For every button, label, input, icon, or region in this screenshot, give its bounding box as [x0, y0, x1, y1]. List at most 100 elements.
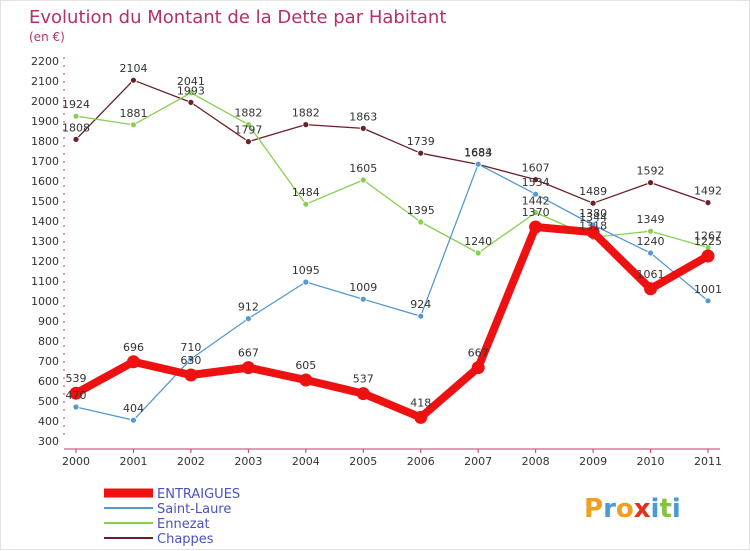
data-point: [187, 99, 195, 106]
data-labels: 1808 2104 1993 1797 1882 1863 1739 1683 1607 1489…: [62, 62, 722, 415]
data-label: 1592: [637, 165, 665, 178]
y-tick-label: 900: [38, 315, 59, 328]
data-point: [471, 361, 485, 375]
legend-label: Ennezat: [157, 517, 210, 532]
data-label: 1607: [522, 162, 550, 175]
y-tick-label: 1100: [31, 275, 59, 288]
y-tick-label: 500: [38, 395, 59, 408]
data-label: 1240: [637, 235, 665, 248]
data-point: [130, 416, 137, 424]
data-label: 1882: [234, 107, 262, 120]
data-point: [647, 249, 654, 257]
y-tick-label: 1600: [31, 175, 59, 188]
data-point: [72, 112, 80, 120]
legend-label: Saint-Laure: [157, 502, 231, 517]
x-tick-label: 2002: [177, 455, 205, 468]
data-label: 1380: [579, 207, 607, 220]
data-point: [417, 218, 425, 226]
data-label: 1318: [579, 219, 607, 232]
data-point: [187, 355, 195, 363]
x-tick-label: 2001: [119, 455, 147, 468]
data-label: 537: [353, 373, 374, 386]
data-label: 924: [410, 298, 431, 311]
data-label: 630: [180, 354, 201, 367]
data-label: 1095: [292, 264, 320, 277]
data-label: 1240: [464, 235, 492, 248]
data-label: 2041: [177, 75, 205, 88]
y-tick-label: 1400: [31, 215, 59, 228]
data-label: 667: [468, 347, 489, 360]
y-tick-label: 1800: [31, 135, 59, 148]
data-point: [474, 249, 482, 257]
x-tick-label: 2003: [234, 455, 262, 468]
data-label: 1684: [464, 146, 492, 159]
data-label: 912: [238, 301, 259, 314]
y-tick-label: 1700: [31, 155, 59, 168]
data-label: 1484: [292, 186, 320, 199]
data-label: 1489: [579, 185, 607, 198]
y-tick-label: 400: [38, 415, 59, 428]
data-label: 605: [295, 359, 316, 372]
data-point: [414, 410, 428, 424]
data-point: [302, 200, 310, 208]
data-label: 1267: [694, 230, 722, 243]
data-point: [704, 199, 712, 207]
data-label: 696: [123, 341, 144, 354]
data-point: [187, 89, 195, 97]
data-point: [359, 125, 367, 132]
y-tick-label: 700: [38, 355, 59, 368]
data-label: 1225: [694, 235, 722, 248]
data-point: [244, 121, 252, 128]
data-label: 1492: [694, 185, 722, 198]
data-point: [417, 312, 425, 320]
data-point: [532, 176, 540, 184]
x-tick-label: 2008: [522, 455, 550, 468]
chart-unit: (en €): [29, 30, 65, 44]
data-label: 1442: [522, 195, 550, 208]
series-line-entraigues: [74, 223, 710, 422]
data-point: [359, 176, 367, 184]
data-point: [130, 76, 137, 84]
data-label: 667: [238, 347, 259, 360]
data-point: [244, 315, 252, 323]
data-label: 418: [410, 396, 431, 409]
data-point: [356, 387, 370, 401]
legend-label: ENTRAIGUES: [157, 487, 240, 502]
data-point: [701, 249, 715, 263]
data-point: [244, 138, 252, 146]
x-tick-label: 2011: [694, 455, 722, 468]
data-label: 2104: [119, 62, 147, 75]
data-point: [704, 297, 712, 305]
data-point: [417, 149, 425, 157]
data-point: [647, 227, 654, 235]
data-label: 1808: [62, 121, 90, 134]
data-point: [529, 220, 543, 234]
data-label: 1605: [349, 162, 377, 175]
y-tick-label: 800: [38, 335, 59, 348]
data-label: 539: [66, 372, 87, 385]
x-tick-label: 2006: [407, 455, 435, 468]
data-point: [130, 121, 137, 129]
data-label: 710: [180, 341, 201, 354]
y-tick-label: 1200: [31, 255, 59, 268]
data-point: [184, 368, 198, 382]
data-point: [589, 199, 597, 207]
data-point: [586, 225, 600, 239]
y-tick-label: 2000: [31, 95, 59, 108]
x-tick-label: 2010: [637, 455, 665, 468]
data-point: [647, 179, 654, 187]
y-tick-label: 2100: [31, 75, 59, 88]
x-tick-label: 2004: [292, 455, 320, 468]
data-label: 1739: [407, 135, 435, 148]
data-label: 1344: [579, 211, 607, 224]
x-tick-label: 2007: [464, 455, 492, 468]
data-label: 1881: [119, 107, 147, 120]
chart-title: Evolution du Montant de la Dette par Hab…: [29, 7, 446, 28]
y-tick-label: 300: [38, 435, 59, 448]
data-point: [302, 121, 310, 128]
y-tick-label: 1900: [31, 115, 59, 128]
data-point: [302, 278, 310, 286]
